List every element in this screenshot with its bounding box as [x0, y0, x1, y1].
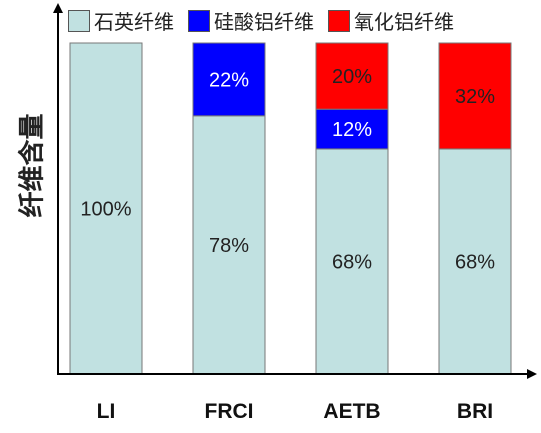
- data-label-bri-0: 68%: [455, 251, 495, 273]
- data-label-frci-0: 78%: [209, 235, 249, 257]
- legend-item-alumina: 氧化铝纤维: [328, 6, 454, 35]
- bars-group: 100% 78% 22% 68% 12% 20% 68% 32%: [69, 42, 512, 375]
- data-label-aetb-0: 68%: [332, 251, 372, 273]
- legend-swatch-alumina: [328, 9, 350, 32]
- legend-item-quartz: 石英纤维: [68, 6, 174, 35]
- legend-swatch-quartz: [68, 9, 90, 32]
- legend-swatch-aluminosilicate: [188, 9, 210, 32]
- data-label-bri-2: 32%: [455, 86, 495, 108]
- bar-segment-aetb-2: [315, 42, 389, 110]
- bar-segment-li-0: [69, 42, 143, 375]
- legend: 石英纤维 硅酸铝纤维 氧化铝纤维: [68, 6, 468, 35]
- bar-segment-aetb-0: [315, 148, 389, 375]
- data-label-aetb-2: 20%: [332, 66, 372, 88]
- x-tick-labels: LI FRCI AETB BRI: [97, 400, 493, 423]
- bar-segment-bri-0: [438, 148, 512, 375]
- bar-segment-bri-2: [438, 42, 512, 150]
- legend-label-alumina: 氧化铝纤维: [354, 10, 454, 34]
- legend-item-aluminosilicate: 硅酸铝纤维: [188, 6, 314, 35]
- data-label-frci-1: 22%: [209, 69, 249, 91]
- x-tick-label-li: LI: [97, 400, 116, 423]
- data-label-aetb-1: 12%: [332, 119, 372, 141]
- bar-segment-aetb-1: [315, 108, 389, 150]
- legend-label-quartz: 石英纤维: [94, 10, 174, 34]
- legend-label-aluminosilicate: 硅酸铝纤维: [214, 10, 314, 34]
- x-tick-label-frci: FRCI: [205, 400, 254, 423]
- x-tick-label-aetb: AETB: [323, 400, 380, 423]
- x-tick-label-bri: BRI: [457, 400, 493, 423]
- data-label-li-0: 100%: [80, 199, 131, 221]
- bar-segment-frci-1: [192, 42, 266, 117]
